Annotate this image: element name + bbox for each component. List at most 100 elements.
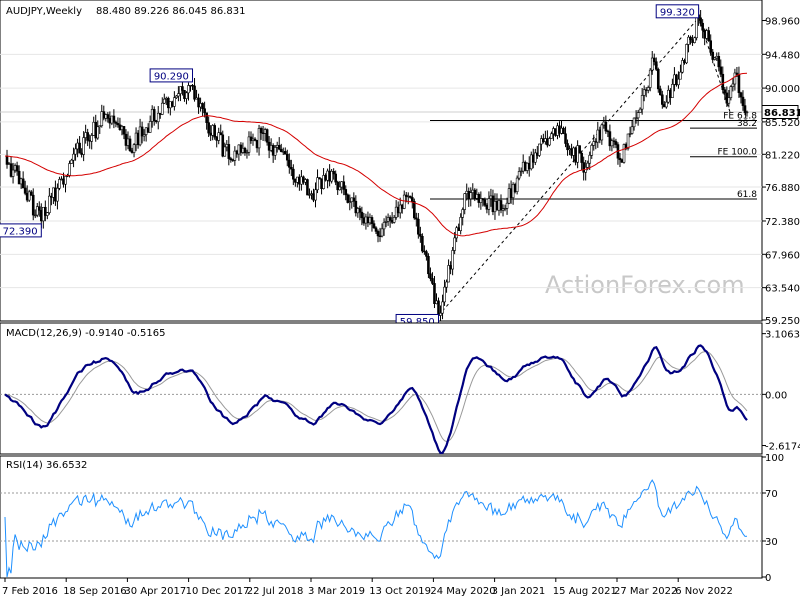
candle [308,188,311,199]
candle [402,190,406,210]
candle-body [219,132,223,136]
candle [519,167,523,177]
candle-body [160,102,164,115]
price-label-text: 99.320 [660,7,695,18]
candle-body [693,37,696,43]
candle-body [296,176,299,183]
candle [290,159,293,177]
candle-body [721,73,725,90]
candle [693,36,696,44]
candle-body [415,217,418,220]
candle-body [550,133,553,139]
candle [27,189,31,202]
candle-body [134,132,138,145]
candle-body [340,181,344,188]
candle [64,176,67,193]
candle-body [634,117,638,119]
candle-body [167,97,170,109]
candle [733,68,737,91]
candle [277,137,281,151]
candle-body [281,151,285,153]
candle-body [503,207,507,210]
candle-body [165,97,168,100]
candles [5,7,749,321]
price-tick-label: 72.380 [765,217,800,228]
macd-panel: MACD(12,26,9) -0.9140 -0.5165 [0,322,763,455]
candle [687,35,690,53]
candle-body [257,128,261,149]
price-panel-frame [0,0,763,322]
candle [279,143,283,153]
candle-body [374,227,378,232]
candle-body [548,138,551,146]
candle [360,206,364,226]
candle [74,143,77,161]
candle [554,128,557,137]
candle [185,91,188,105]
candle-body [132,144,136,153]
candle-body [646,87,650,91]
candle [171,100,174,108]
candle-body [76,142,79,150]
candle-body [342,181,346,190]
macd-panel-frame [0,322,763,455]
candle-body [509,188,513,199]
candle-body [731,83,735,87]
candle-body [203,108,206,114]
level-label: 61.8 [737,190,757,200]
macd-tick-label: -2.6174 [765,442,800,453]
candle [441,294,444,320]
candle-body [31,194,35,216]
rsi-line [4,479,748,578]
candle [679,64,682,80]
candle-body [193,85,196,100]
candle-body [648,69,652,88]
candle-body [338,186,342,191]
candle [421,233,424,254]
candle-body [15,165,19,172]
candle-body [376,231,380,237]
candle-body [39,210,43,222]
candle [523,160,527,172]
candle [675,73,678,87]
candle-body [630,126,634,134]
candle-body [225,144,229,148]
candle-body [598,129,602,141]
level-label: FE 61.8 [723,112,757,122]
candle-body [326,170,329,181]
candle-body [263,129,267,134]
candle-body [364,216,368,224]
candle-body [108,118,112,124]
rsi-title: RSI(14) 36.6532 [6,460,87,471]
candle [116,117,120,128]
price-panel: ActionForex.com FE 61.838.2FE 100.061.8 … [0,0,763,328]
candle-body [316,177,319,191]
candle [562,126,565,135]
candle [689,35,692,45]
candle [590,143,594,159]
candle-body [558,125,561,134]
candle [378,227,382,242]
candle-body [350,197,354,202]
candle-body [78,142,81,154]
candle-body [287,159,291,168]
candle-body [727,97,731,104]
candle-body [463,193,467,210]
candle-body [392,217,396,223]
candle-body [368,217,372,224]
candle-body [427,256,430,275]
candle-body [586,162,590,168]
candle [419,226,422,243]
candle-body [90,135,94,142]
candle [162,93,166,105]
candle-body [306,179,309,196]
candle-body [622,144,626,163]
candle-body [136,132,140,146]
candle-body [419,233,422,237]
candle-body [473,189,477,199]
candle [701,19,704,39]
candle-body [187,85,190,94]
candle [638,107,642,114]
candle-body [156,112,160,123]
time-tick-label: 3 Jan 2021 [492,586,546,597]
